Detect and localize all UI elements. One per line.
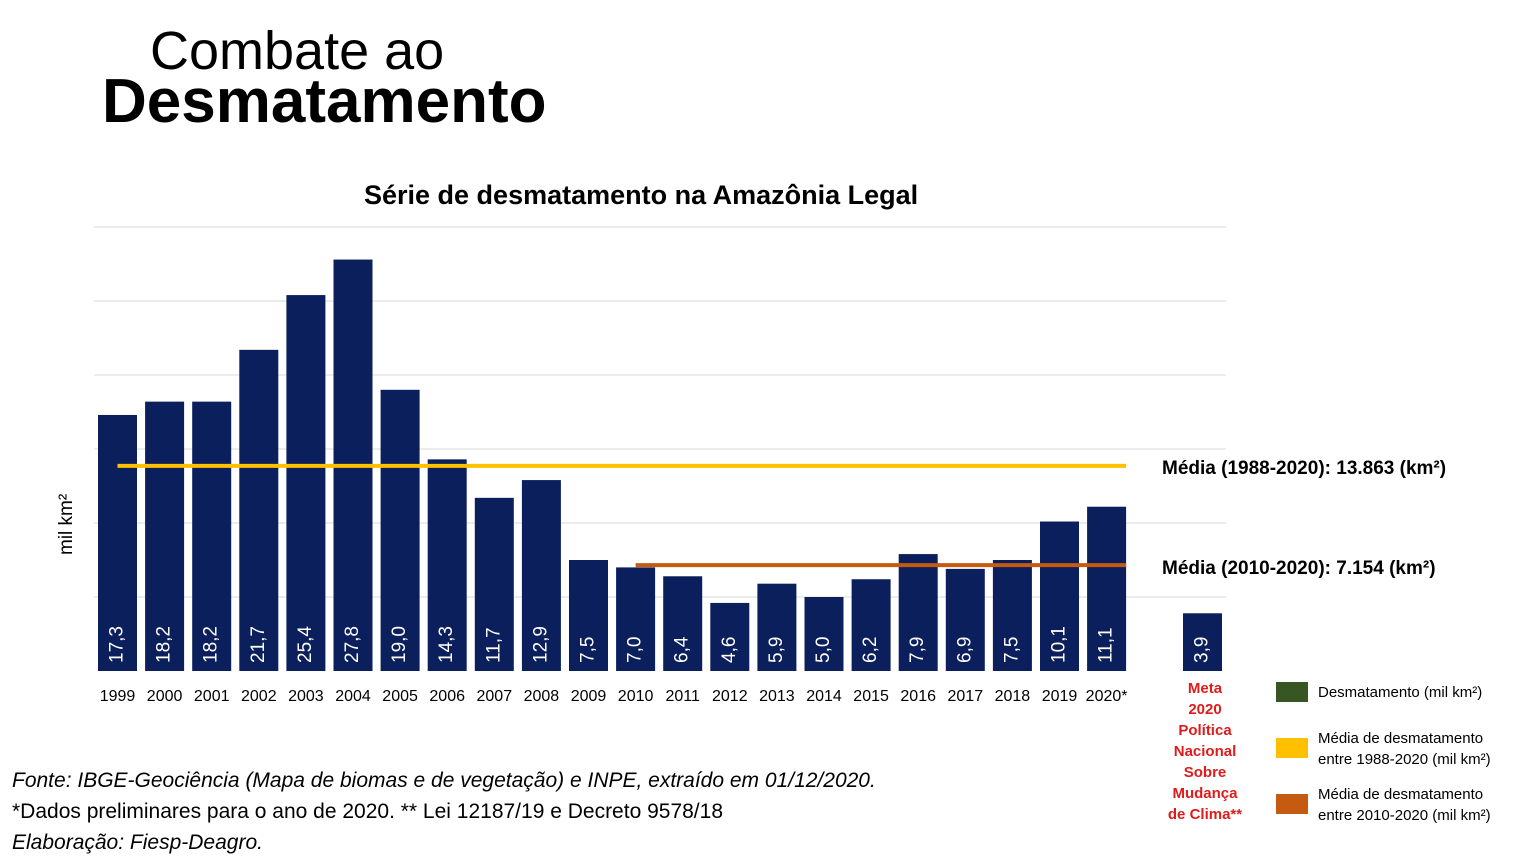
data-label: 25,4: [295, 626, 316, 663]
bar: [521, 480, 561, 671]
data-label: 18,2: [154, 626, 175, 663]
data-label: 7,9: [907, 637, 928, 663]
x-tick-label: 2006: [429, 688, 465, 705]
data-label: 14,3: [436, 626, 457, 663]
x-tick-label: 2005: [382, 688, 418, 705]
x-tick-label: 2007: [477, 688, 513, 705]
bar: [98, 414, 137, 671]
data-label: 4,6: [719, 637, 740, 663]
x-tick-label: 2009: [571, 688, 607, 705]
legend-text-line: Média de desmatamento: [1318, 786, 1484, 803]
data-label: 7,0: [625, 637, 646, 663]
data-label: 7,5: [1001, 637, 1022, 663]
legend-text: Média de desmatamento entre 2010-2020 (m…: [1318, 784, 1491, 826]
bar: [616, 567, 656, 671]
data-label: 19,0: [389, 626, 410, 663]
legend-swatch-green: [1276, 682, 1308, 702]
bar: [757, 583, 797, 671]
x-tick-label: 2003: [288, 688, 324, 705]
legend-text-line: Desmatamento (mil km²): [1318, 684, 1483, 701]
x-tick-label: 2015: [853, 688, 889, 705]
x-tick-label: 2008: [524, 688, 560, 705]
x-tick-label: 2018: [995, 688, 1031, 705]
x-tick-label: 2016: [900, 688, 936, 705]
bar: [239, 349, 279, 671]
x-tick-label: 2002: [241, 688, 277, 705]
data-label: 3,9: [1192, 637, 1213, 663]
bar: [851, 579, 891, 671]
footer-note: *Dados preliminares para o ano de 2020. …: [12, 800, 723, 823]
x-tick-label: 2014: [806, 688, 842, 705]
data-label: 5,0: [813, 637, 834, 663]
bar: [427, 459, 467, 671]
bar: [992, 560, 1032, 671]
goal-label: Meta 2020 Política Nacional Sobre Mudanç…: [1160, 678, 1250, 825]
data-label: 21,7: [248, 626, 269, 663]
bar: [898, 554, 938, 671]
x-tick-label: 2012: [712, 688, 748, 705]
goal-label-line: Sobre: [1183, 764, 1227, 781]
bar: [474, 497, 514, 671]
legend-text: Desmatamento (mil km²): [1318, 682, 1482, 703]
reference-line-label-1988-2020: Média (1988-2020): 13.863 (km²): [1162, 458, 1447, 479]
data-label: 7,5: [578, 637, 599, 663]
legend-item-deforestation: Desmatamento (mil km²): [1276, 682, 1482, 703]
bar: [192, 401, 232, 671]
data-label: 10,1: [1049, 626, 1070, 663]
goal-label-line: Nacional: [1173, 743, 1237, 760]
x-tick-label: 2017: [948, 688, 984, 705]
x-tick-label: 2011: [665, 688, 700, 705]
data-label: 27,8: [342, 626, 363, 663]
goal-label-line: Política: [1178, 722, 1232, 739]
bar: [804, 597, 844, 671]
goal-label-line: de Clima**: [1167, 806, 1243, 823]
goal-label-line: 2020: [1188, 701, 1222, 718]
legend-swatch-orange: [1276, 794, 1308, 814]
slide-title-line2: Desmatamento: [102, 67, 547, 136]
legend-swatch-yellow: [1276, 738, 1308, 758]
data-label: 5,9: [766, 637, 787, 663]
legend-text: Média de desmatamento entre 1988-2020 (m…: [1318, 728, 1491, 770]
goal-label-line: Mudança: [1172, 785, 1238, 802]
bar: [1040, 521, 1079, 671]
bar: [663, 576, 703, 671]
bar: [1087, 506, 1127, 671]
footer-source: Fonte: IBGE-Geociência (Mapa de biomas e…: [12, 769, 876, 792]
slide-title-line1: Combate ao: [150, 21, 445, 81]
bar: [569, 560, 608, 671]
legend-text-line: entre 1988-2020 (mil km²): [1318, 751, 1491, 768]
reference-line-label-2010-2020: Média (2010-2020): 7.154 (km²): [1162, 558, 1436, 579]
data-label: 6,4: [672, 636, 693, 663]
legend-item-avg-1988-2020: Média de desmatamento entre 1988-2020 (m…: [1276, 728, 1491, 770]
data-label: 6,2: [860, 637, 881, 663]
footer-credit: Elaboração: Fiesp-Deagro.: [12, 831, 263, 854]
goal-bar: [1183, 613, 1222, 671]
x-tick-label: 2004: [335, 688, 371, 705]
x-tick-label: 2010: [618, 688, 654, 705]
data-label: 6,9: [954, 637, 975, 663]
bar: [286, 295, 326, 671]
legend-text-line: Média de desmatamento: [1318, 730, 1484, 747]
legend-text-line: entre 2010-2020 (mil km²): [1318, 807, 1491, 824]
bar: [945, 568, 985, 671]
chart-title: Série de desmatamento na Amazônia Legal: [364, 180, 919, 210]
data-label: 11,7: [483, 627, 504, 663]
x-tick-label: 1999: [100, 688, 136, 705]
legend-item-avg-2010-2020: Média de desmatamento entre 2010-2020 (m…: [1276, 784, 1491, 826]
x-tick-label: 2001: [194, 688, 230, 705]
bar: [380, 389, 420, 671]
data-label: 18,2: [201, 626, 222, 663]
x-tick-label: 2000: [147, 688, 183, 705]
bar: [710, 602, 750, 671]
data-label: 11,1: [1096, 627, 1117, 663]
goal-label-line: Meta: [1187, 680, 1223, 697]
x-tick-label: 2013: [759, 688, 795, 705]
data-label: 17,3: [107, 626, 128, 663]
bar: [145, 401, 185, 671]
data-label: 12,9: [530, 626, 551, 663]
x-tick-label: 2020*: [1086, 688, 1128, 705]
x-tick-label: 2019: [1042, 688, 1078, 705]
